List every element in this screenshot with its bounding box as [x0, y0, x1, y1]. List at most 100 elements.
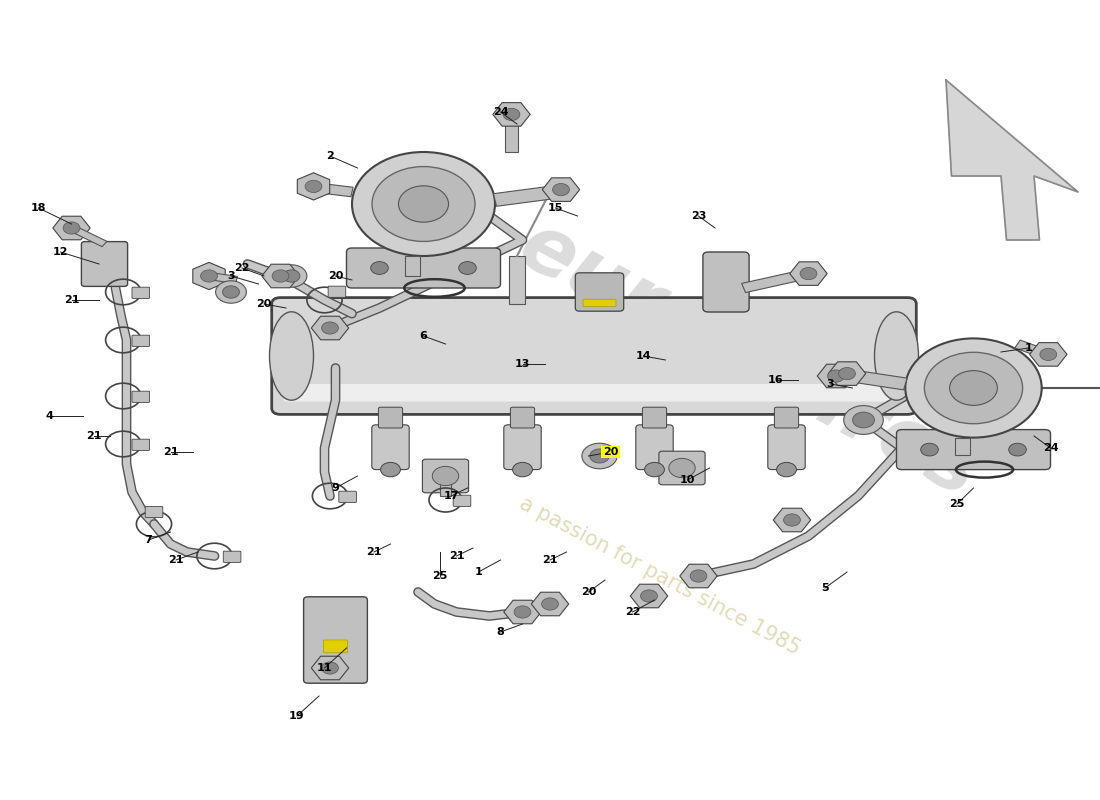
Polygon shape [850, 370, 908, 390]
Polygon shape [1030, 342, 1067, 366]
Text: 25: 25 [432, 571, 448, 581]
Circle shape [283, 270, 300, 282]
Text: 21: 21 [163, 447, 178, 457]
FancyBboxPatch shape [81, 242, 128, 286]
Polygon shape [680, 564, 717, 588]
Circle shape [222, 286, 240, 298]
Text: 20: 20 [581, 587, 596, 597]
Polygon shape [828, 362, 866, 386]
Circle shape [777, 462, 796, 477]
Circle shape [371, 262, 388, 274]
Circle shape [321, 322, 339, 334]
Circle shape [949, 370, 998, 406]
FancyBboxPatch shape [378, 407, 403, 428]
Polygon shape [311, 316, 349, 340]
Text: 5: 5 [822, 583, 828, 593]
Polygon shape [646, 408, 663, 428]
Polygon shape [504, 600, 541, 624]
Text: 24: 24 [1043, 443, 1058, 453]
FancyBboxPatch shape [642, 407, 667, 428]
Text: 19: 19 [289, 711, 305, 721]
FancyBboxPatch shape [223, 551, 241, 562]
Text: 8: 8 [496, 627, 505, 637]
Text: 7: 7 [144, 535, 153, 545]
FancyBboxPatch shape [372, 425, 409, 470]
FancyBboxPatch shape [583, 299, 616, 306]
Text: 10: 10 [680, 475, 695, 485]
Polygon shape [208, 273, 238, 283]
Polygon shape [311, 656, 349, 680]
Text: 9: 9 [331, 483, 340, 493]
Polygon shape [405, 256, 420, 276]
FancyBboxPatch shape [346, 248, 500, 288]
FancyBboxPatch shape [328, 286, 345, 298]
Polygon shape [531, 592, 569, 616]
Circle shape [352, 152, 495, 256]
Text: 11: 11 [317, 663, 332, 673]
FancyBboxPatch shape [304, 597, 367, 683]
Circle shape [838, 367, 856, 380]
Circle shape [552, 183, 570, 196]
Circle shape [690, 570, 707, 582]
Polygon shape [817, 364, 855, 388]
FancyBboxPatch shape [636, 425, 673, 470]
Polygon shape [506, 120, 518, 152]
Circle shape [432, 466, 459, 486]
FancyBboxPatch shape [339, 491, 356, 502]
Circle shape [321, 662, 339, 674]
Text: a passion for parts since 1985: a passion for parts since 1985 [516, 494, 804, 658]
Polygon shape [955, 438, 970, 455]
FancyBboxPatch shape [575, 273, 624, 311]
FancyBboxPatch shape [132, 391, 150, 402]
FancyBboxPatch shape [132, 287, 150, 298]
Text: 1: 1 [474, 567, 483, 577]
Circle shape [800, 267, 817, 280]
Polygon shape [493, 102, 530, 126]
FancyBboxPatch shape [510, 407, 535, 428]
Text: 21: 21 [168, 555, 184, 565]
Text: 24: 24 [493, 107, 508, 117]
Polygon shape [382, 408, 399, 428]
Text: 22: 22 [625, 607, 640, 617]
Text: 2: 2 [326, 151, 334, 161]
Polygon shape [318, 183, 353, 197]
Polygon shape [69, 226, 107, 246]
Text: eurospares: eurospares [505, 206, 991, 514]
FancyBboxPatch shape [453, 495, 471, 506]
Polygon shape [542, 178, 580, 202]
Circle shape [783, 514, 801, 526]
Circle shape [669, 458, 695, 478]
Circle shape [645, 462, 664, 477]
FancyBboxPatch shape [132, 335, 150, 346]
FancyBboxPatch shape [703, 252, 749, 312]
Text: 14: 14 [636, 351, 651, 361]
Text: 16: 16 [768, 375, 783, 385]
Text: 20: 20 [256, 299, 272, 309]
Circle shape [398, 186, 449, 222]
Circle shape [200, 270, 218, 282]
Polygon shape [192, 262, 226, 290]
Circle shape [582, 443, 617, 469]
Text: 20: 20 [603, 447, 618, 457]
Circle shape [63, 222, 80, 234]
Text: 21: 21 [86, 431, 101, 441]
Polygon shape [53, 216, 90, 240]
Text: 21: 21 [542, 555, 558, 565]
Text: 3: 3 [228, 271, 234, 281]
Text: 12: 12 [53, 247, 68, 257]
Circle shape [1009, 443, 1026, 456]
Polygon shape [946, 80, 1078, 240]
Polygon shape [262, 264, 299, 288]
Text: 23: 23 [691, 211, 706, 221]
Polygon shape [297, 173, 330, 200]
Text: 21: 21 [449, 551, 464, 561]
Circle shape [305, 180, 322, 193]
Polygon shape [1015, 340, 1042, 356]
Circle shape [640, 590, 658, 602]
Text: 22: 22 [234, 263, 250, 273]
Text: 1: 1 [1024, 343, 1033, 353]
Circle shape [503, 108, 520, 121]
Circle shape [276, 265, 307, 287]
Circle shape [541, 598, 559, 610]
Circle shape [372, 166, 475, 242]
